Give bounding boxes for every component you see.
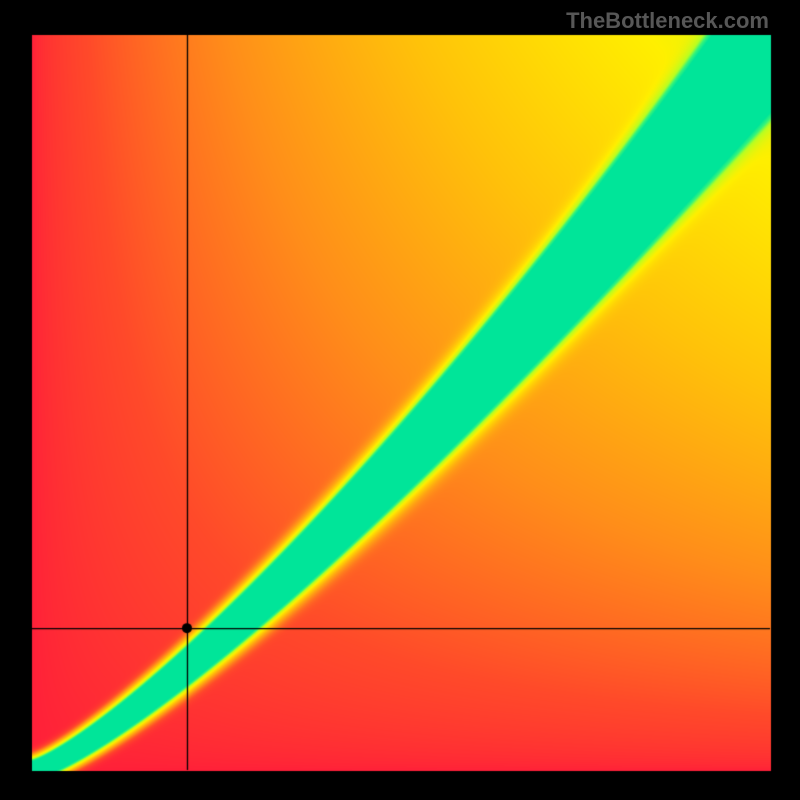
chart-frame: TheBottleneck.com bbox=[0, 0, 800, 800]
heatmap-canvas bbox=[0, 0, 800, 800]
watermark-label: TheBottleneck.com bbox=[566, 8, 769, 34]
